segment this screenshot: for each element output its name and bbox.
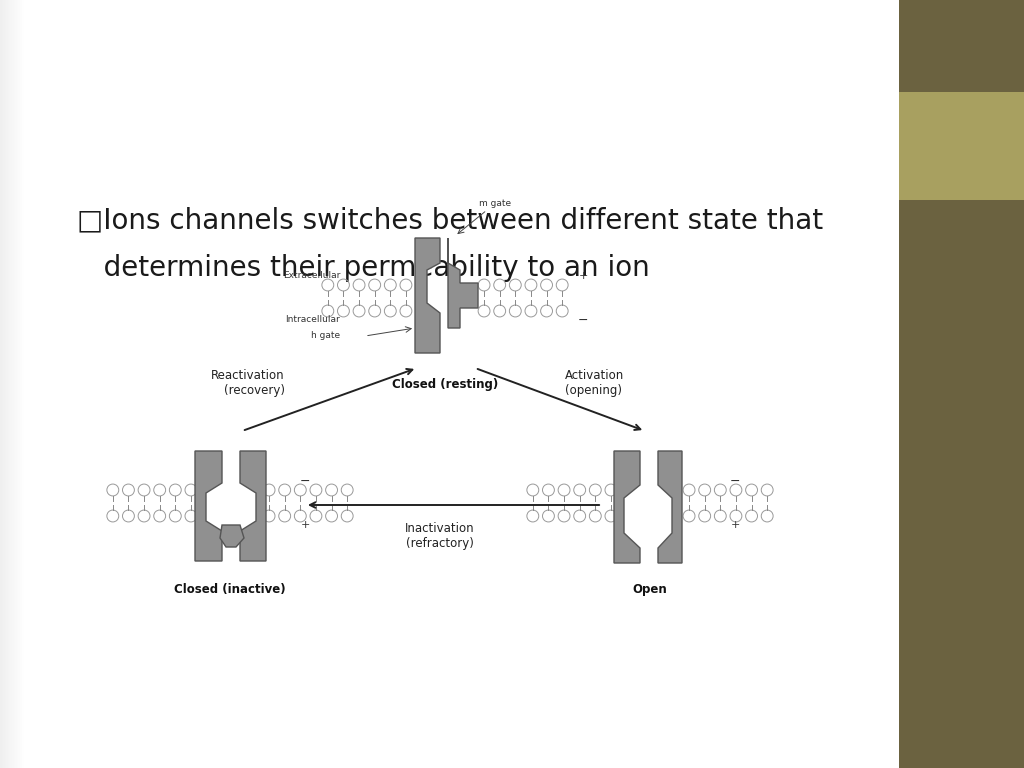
Text: h gate: h gate xyxy=(311,332,340,340)
Text: +: + xyxy=(579,271,588,281)
Text: −: − xyxy=(300,475,310,488)
Bar xyxy=(899,200,1024,768)
Text: −: − xyxy=(730,475,740,488)
Text: Extracellular: Extracellular xyxy=(283,272,340,280)
Text: Closed (inactive): Closed (inactive) xyxy=(174,583,286,596)
Polygon shape xyxy=(658,451,682,563)
Polygon shape xyxy=(415,238,440,353)
Polygon shape xyxy=(240,451,266,561)
Text: Inactivation
(refractory): Inactivation (refractory) xyxy=(406,522,475,550)
Text: □Ions channels switches between different state that: □Ions channels switches between differen… xyxy=(77,207,823,234)
Text: determines their permeability to an ion: determines their permeability to an ion xyxy=(77,254,649,283)
Polygon shape xyxy=(195,451,222,561)
Bar xyxy=(899,0,1024,92)
Text: +: + xyxy=(730,520,739,530)
Polygon shape xyxy=(614,451,640,563)
Text: Closed (resting): Closed (resting) xyxy=(392,378,498,391)
Text: +: + xyxy=(300,520,309,530)
Polygon shape xyxy=(220,525,244,547)
Text: Intracellular: Intracellular xyxy=(286,316,340,325)
Polygon shape xyxy=(449,238,478,328)
Text: m gate: m gate xyxy=(479,199,511,208)
Text: Activation
(opening): Activation (opening) xyxy=(565,369,625,397)
Bar xyxy=(899,92,1024,200)
Text: Open: Open xyxy=(633,583,668,596)
Text: Reactivation
(recovery): Reactivation (recovery) xyxy=(211,369,285,397)
Bar xyxy=(0,0,899,768)
Text: −: − xyxy=(578,313,588,326)
